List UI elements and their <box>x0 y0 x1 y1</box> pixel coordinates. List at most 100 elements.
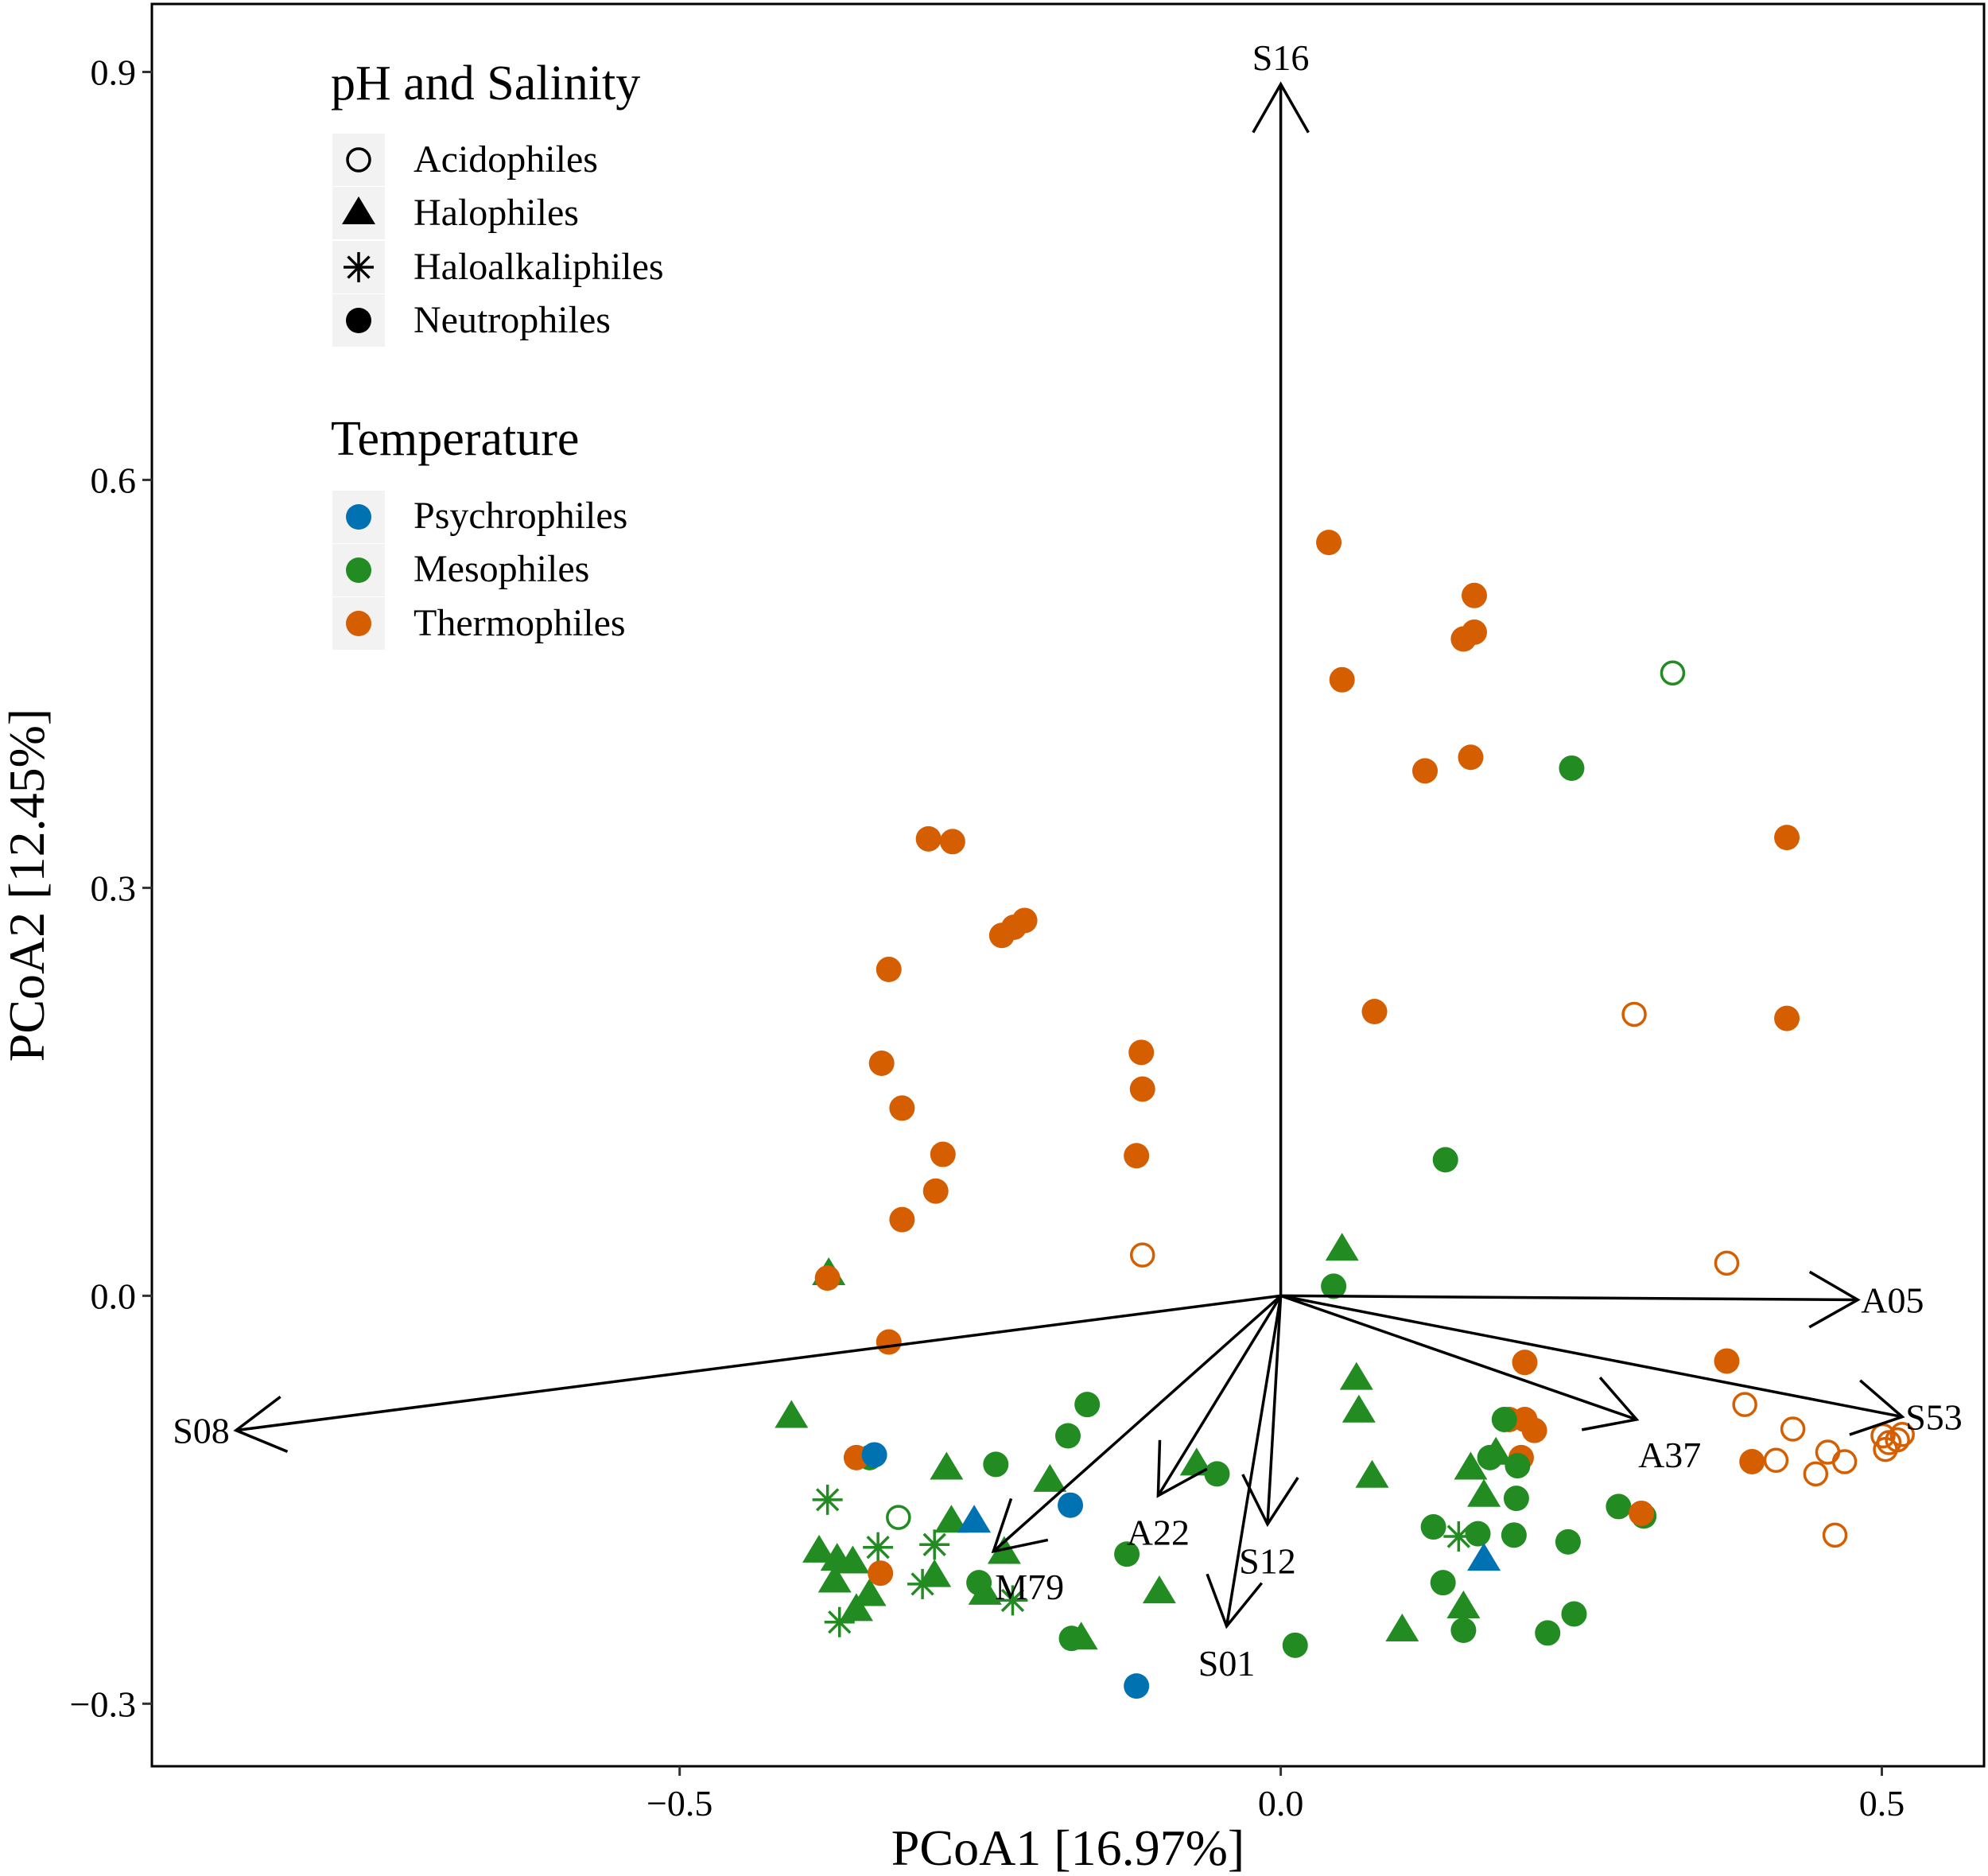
y-tick-label: 0.0 <box>91 1276 137 1316</box>
point-mesophiles-halophiles <box>1446 1590 1481 1618</box>
x-tick-label: −0.5 <box>646 1783 712 1824</box>
point-mesophiles-neutrophiles <box>1321 1273 1347 1299</box>
asterisk-stroke <box>911 1572 934 1596</box>
vector-m79 <box>991 1295 1282 1554</box>
asterisk-stroke <box>815 1488 840 1512</box>
point-thermophiles-neutrophiles <box>889 1095 915 1121</box>
vector-a37 <box>1280 1294 1640 1431</box>
point-psychrophiles-halophiles <box>1467 1543 1501 1571</box>
point-mesophiles-halophiles <box>1342 1394 1376 1423</box>
point-mesophiles-neutrophiles <box>1559 755 1585 781</box>
point-mesophiles-halophiles <box>1033 1463 1067 1492</box>
vector-s12 <box>1241 1295 1299 1528</box>
point-thermophiles-neutrophiles <box>1412 758 1439 784</box>
arrow-head <box>1156 1439 1208 1498</box>
vector-label: S08 <box>173 1411 230 1451</box>
point-mesophiles-halophiles <box>775 1400 809 1428</box>
point-mesophiles-neutrophiles <box>1606 1493 1632 1520</box>
point-thermophiles-neutrophiles <box>1774 1005 1800 1031</box>
arrow-head <box>1206 1573 1264 1629</box>
vector-line <box>1280 1294 1903 1419</box>
y-tick-label: 0.6 <box>91 460 137 500</box>
vector-label: A37 <box>1638 1435 1701 1475</box>
vector-line <box>992 1295 1282 1553</box>
point-mesophiles-halophiles <box>1454 1451 1488 1480</box>
biplot-vectors: S16 S08 A05 S53 A37 A22 M79 S12 S01 <box>173 37 1963 1684</box>
point-thermophiles-acidophiles <box>1803 1461 1829 1487</box>
asterisk-stroke <box>1446 1524 1471 1548</box>
point-thermophiles-neutrophiles <box>868 1050 895 1076</box>
vector-s01 <box>1206 1295 1283 1629</box>
vector-s08 <box>233 1294 1281 1454</box>
arrow-head <box>991 1497 1049 1554</box>
point-mesophiles-neutrophiles <box>983 1451 1009 1478</box>
vector-label: S16 <box>1252 37 1310 78</box>
point-thermophiles-acidophiles <box>1714 1250 1740 1276</box>
point-thermophiles-acidophiles <box>1621 1001 1647 1027</box>
point-thermophiles-acidophiles <box>1763 1447 1789 1474</box>
point-mesophiles-halophiles <box>1064 1622 1098 1650</box>
point-mesophiles-neutrophiles <box>1450 1618 1477 1644</box>
x-tick-label: 0.5 <box>1859 1783 1905 1824</box>
point-mesophiles-halophiles <box>802 1534 837 1563</box>
point-thermophiles-neutrophiles <box>1124 1143 1150 1169</box>
point-mesophiles-neutrophiles <box>1432 1147 1458 1173</box>
point-thermophiles-neutrophiles <box>1361 999 1388 1025</box>
point-thermophiles-neutrophiles <box>1461 582 1487 608</box>
legend-key-open-circle <box>346 147 371 173</box>
legend-key-triangle <box>342 196 375 224</box>
asterisk-stroke <box>922 1532 946 1556</box>
vector-label: S12 <box>1239 1541 1296 1582</box>
point-mesophiles-haloalkaliphiles <box>824 1606 855 1637</box>
vector-s16 <box>1252 81 1310 1296</box>
arrow-head <box>1581 1377 1640 1431</box>
point-mesophiles-halophiles <box>1142 1575 1176 1604</box>
point-mesophiles-haloalkaliphiles <box>997 1585 1028 1616</box>
asterisk-stroke <box>1000 1588 1025 1613</box>
arrow-head <box>233 1396 289 1454</box>
point-thermophiles-neutrophiles <box>876 957 902 983</box>
arrow-head <box>1849 1379 1905 1436</box>
point-mesophiles-halophiles <box>1385 1614 1419 1642</box>
point-thermophiles-neutrophiles <box>1316 530 1342 556</box>
point-psychrophiles-halophiles <box>957 1505 992 1533</box>
legend-label-haloalkaliphiles: Haloalkaliphiles <box>414 246 664 288</box>
point-mesophiles-halophiles <box>1325 1233 1359 1261</box>
vector-line <box>1280 1294 1637 1421</box>
point-thermophiles-neutrophiles <box>1512 1350 1538 1376</box>
point-thermophiles-neutrophiles <box>1329 666 1355 693</box>
legend-shape-keys <box>332 134 385 650</box>
vector-label: A22 <box>1127 1513 1190 1553</box>
point-mesophiles-neutrophiles <box>1420 1514 1446 1540</box>
point-mesophiles-neutrophiles <box>1501 1522 1527 1548</box>
vector-line <box>1156 1295 1283 1497</box>
vector-label: S53 <box>1905 1397 1963 1438</box>
point-thermophiles-acidophiles <box>1815 1439 1841 1465</box>
point-mesophiles-neutrophiles <box>1503 1486 1529 1512</box>
point-mesophiles-neutrophiles <box>1491 1406 1517 1432</box>
point-thermophiles-neutrophiles <box>1714 1348 1740 1374</box>
legend-label-mesophiles: Mesophiles <box>414 548 589 590</box>
point-thermophiles-neutrophiles <box>922 1178 949 1204</box>
point-mesophiles-haloalkaliphiles <box>1443 1521 1474 1552</box>
point-thermophiles-neutrophiles <box>876 1329 902 1355</box>
point-mesophiles-halophiles <box>1339 1361 1373 1390</box>
vector-line <box>235 1294 1281 1432</box>
point-thermophiles-neutrophiles <box>1774 825 1800 851</box>
point-mesophiles-neutrophiles <box>1555 1528 1581 1555</box>
point-thermophiles-neutrophiles <box>889 1206 915 1233</box>
legend: pH and Salinity Acidophiles Halophiles H… <box>331 56 664 650</box>
point-mesophiles-halophiles <box>934 1505 969 1533</box>
plot-marks <box>775 530 1915 1699</box>
point-psychrophiles-neutrophiles <box>861 1442 887 1468</box>
y-tick-label: 0.9 <box>91 52 137 92</box>
point-psychrophiles-neutrophiles <box>1058 1492 1084 1518</box>
point-mesophiles-neutrophiles <box>1561 1601 1587 1627</box>
point-mesophiles-haloalkaliphiles <box>907 1568 938 1599</box>
legend-label-acidophiles: Acidophiles <box>414 138 598 181</box>
point-mesophiles-neutrophiles <box>1282 1632 1308 1658</box>
vector-a22 <box>1156 1295 1283 1498</box>
point-mesophiles-halophiles <box>1479 1436 1513 1465</box>
point-mesophiles-halophiles <box>1355 1459 1389 1488</box>
